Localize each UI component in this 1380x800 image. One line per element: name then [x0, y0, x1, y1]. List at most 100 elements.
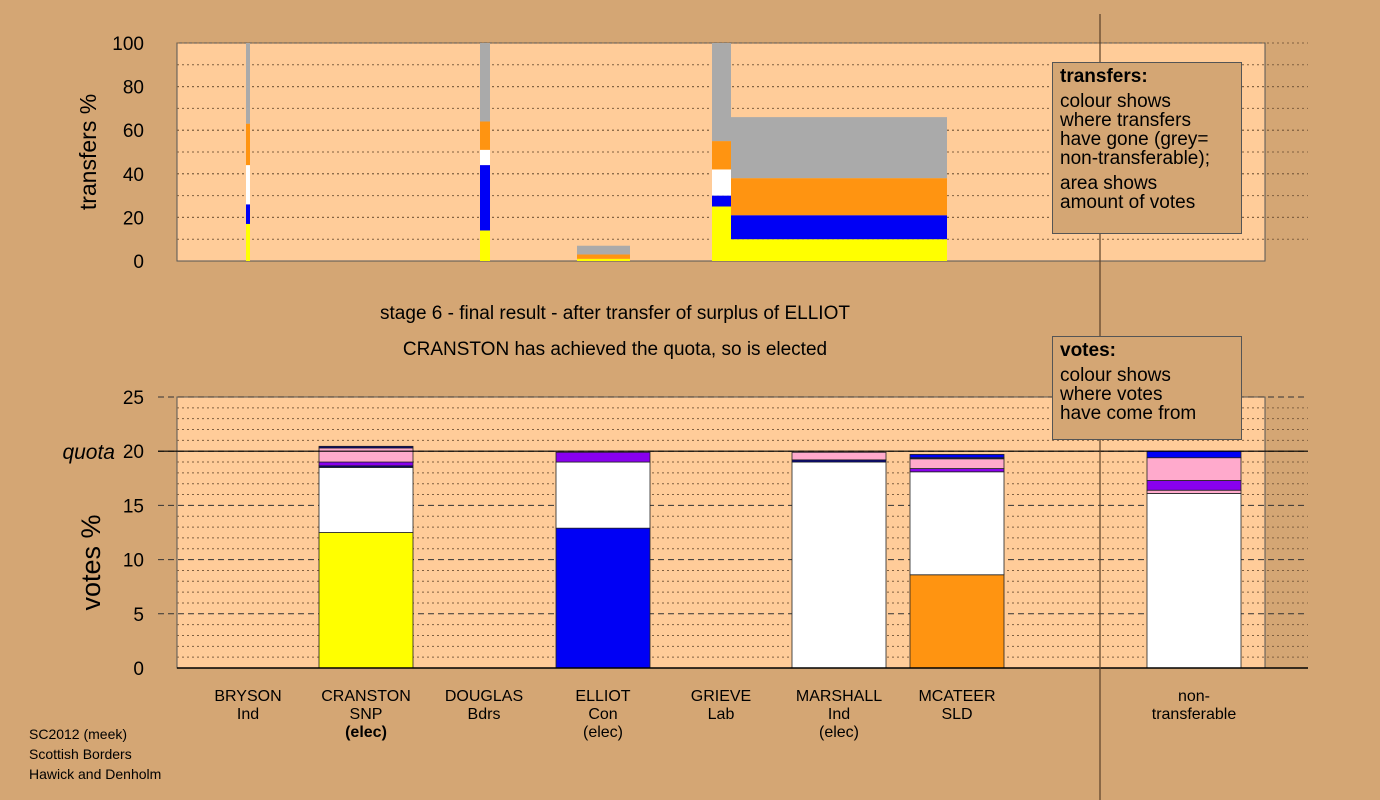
legend-votes-line: where votes — [1060, 384, 1163, 405]
candidate-label-elliot: ELLIOT Con (elec) — [538, 688, 668, 742]
transfer-segment — [712, 43, 731, 142]
candidate-party: SNP — [349, 706, 383, 723]
vote-segment — [318, 445, 414, 449]
legend-transfers-line: non-transferable); — [1060, 148, 1210, 169]
bottom-y-tick-label: 20 — [123, 442, 144, 463]
nontransferable-label: non- transferable — [1129, 688, 1259, 724]
legend-transfers-line: colour shows — [1060, 91, 1171, 112]
top-y-tick-label: 80 — [123, 78, 144, 99]
vote-segment — [318, 467, 414, 533]
bottom-y-tick-label: 25 — [123, 388, 144, 409]
candidate-name: MCATEER — [918, 688, 996, 705]
candidate-label-grieve: GRIEVE Lab — [656, 688, 786, 724]
transfer-segment — [712, 141, 731, 170]
vote-segment — [1146, 493, 1242, 669]
transfer-segment — [246, 204, 250, 224]
vote-segment — [909, 468, 1005, 473]
vote-segment — [909, 574, 1005, 669]
result-subtitle: CRANSTON has achieved the quota, so is e… — [402, 339, 828, 360]
candidate-name: GRIEVE — [690, 688, 752, 705]
candidate-name: BRYSON — [214, 688, 282, 705]
top-y-tick-label: 60 — [123, 121, 144, 142]
transfer-segment — [731, 215, 947, 240]
footer: SC2012 (meek) Scottish Borders Hawick an… — [29, 724, 161, 784]
footer-line: SC2012 (meek) — [29, 726, 128, 742]
top-y-axis-title: transfers % — [75, 94, 101, 210]
vote-segment — [555, 451, 651, 463]
legend-transfers-line: area shows — [1060, 173, 1158, 194]
vote-segment — [1146, 457, 1242, 481]
legend-votes-line: have come from — [1060, 403, 1197, 424]
transfer-segment — [731, 178, 947, 216]
transfer-segment — [712, 195, 731, 207]
candidate-name: DOUGLAS — [444, 688, 524, 705]
vote-segment — [318, 532, 414, 669]
transfer-segment — [480, 121, 490, 150]
transfer-segment — [731, 117, 947, 179]
bottom-y-tick-label: 15 — [123, 496, 144, 517]
bottom-y-tick-label: 5 — [133, 605, 144, 626]
transfer-segment — [712, 169, 731, 196]
vote-segment — [318, 461, 414, 467]
candidate-name: CRANSTON — [321, 688, 411, 705]
candidate-party: Lab — [707, 706, 735, 723]
footer-line: Scottish Borders — [29, 746, 132, 762]
bottom-y-tick-label: 10 — [123, 551, 144, 572]
candidate-party: Bdrs — [467, 706, 501, 723]
vote-segment — [1146, 450, 1242, 459]
legend-transfers-line: where transfers — [1060, 110, 1191, 131]
nontransferable-line2: transferable — [1151, 706, 1237, 723]
vote-segment — [318, 447, 414, 463]
candidate-label-bryson: BRYSON Ind — [183, 688, 313, 724]
transfer-segment — [246, 223, 250, 261]
transfer-segment — [577, 245, 630, 255]
candidate-label-douglas: DOUGLAS Bdrs — [419, 688, 549, 724]
bottom-y-tick-label: 0 — [133, 659, 144, 680]
transfer-segment — [712, 206, 731, 261]
stage-subtitle: stage 6 - final result - after transfer … — [380, 303, 850, 324]
nontransferable-line1: non- — [1177, 688, 1211, 705]
candidate-status: (elec) — [345, 724, 387, 741]
transfer-segment — [480, 43, 490, 122]
candidate-status: (elec) — [818, 724, 859, 741]
transfer-segment — [480, 149, 490, 166]
vote-segment — [909, 454, 1005, 459]
candidate-party: SLD — [941, 706, 973, 723]
candidate-name: MARSHALL — [795, 688, 883, 705]
transfer-segment — [480, 230, 490, 261]
candidate-label-mcateer: MCATEER SLD — [892, 688, 1022, 724]
legend-transfers-line: have gone (grey= — [1060, 129, 1209, 150]
candidate-status: (elec) — [582, 724, 623, 741]
top-y-tick-label: 0 — [133, 252, 144, 273]
vote-segment — [909, 458, 1005, 469]
transfer-segment — [731, 239, 947, 261]
transfer-segment — [246, 165, 250, 205]
legend-votes-title: votes: — [1060, 340, 1116, 361]
legend-transfers-title: transfers: — [1060, 66, 1148, 87]
legend-votes-line: colour shows — [1060, 365, 1171, 386]
candidate-party: Con — [588, 706, 618, 723]
vote-segment — [1146, 489, 1242, 494]
quota-label: quota — [62, 441, 115, 464]
legend-transfers-line: amount of votes — [1060, 192, 1196, 213]
candidate-party: Ind — [236, 706, 260, 723]
vote-segment — [555, 527, 651, 669]
transfer-segment — [246, 43, 250, 124]
vote-segment — [1146, 480, 1242, 491]
legend-votes: votes: colour shows where votes have com… — [1052, 336, 1242, 440]
transfer-segment — [480, 165, 490, 231]
candidate-party: Ind — [827, 706, 851, 723]
vote-segment — [909, 471, 1005, 576]
transfer-segment — [577, 254, 630, 259]
candidate-label-marshall: MARSHALL Ind (elec) — [774, 688, 904, 742]
candidate-name: ELLIOT — [575, 688, 631, 705]
top-y-tick-label: 40 — [123, 165, 144, 186]
top-y-tick-label: 100 — [112, 34, 144, 55]
transfer-segment — [246, 123, 250, 166]
transfer-segment — [577, 258, 630, 261]
candidate-label-cranston: CRANSTON SNP (elec) — [301, 688, 431, 742]
vote-segment — [555, 461, 651, 529]
footer-line: Hawick and Denholm — [29, 766, 162, 782]
vote-segment — [791, 461, 887, 669]
